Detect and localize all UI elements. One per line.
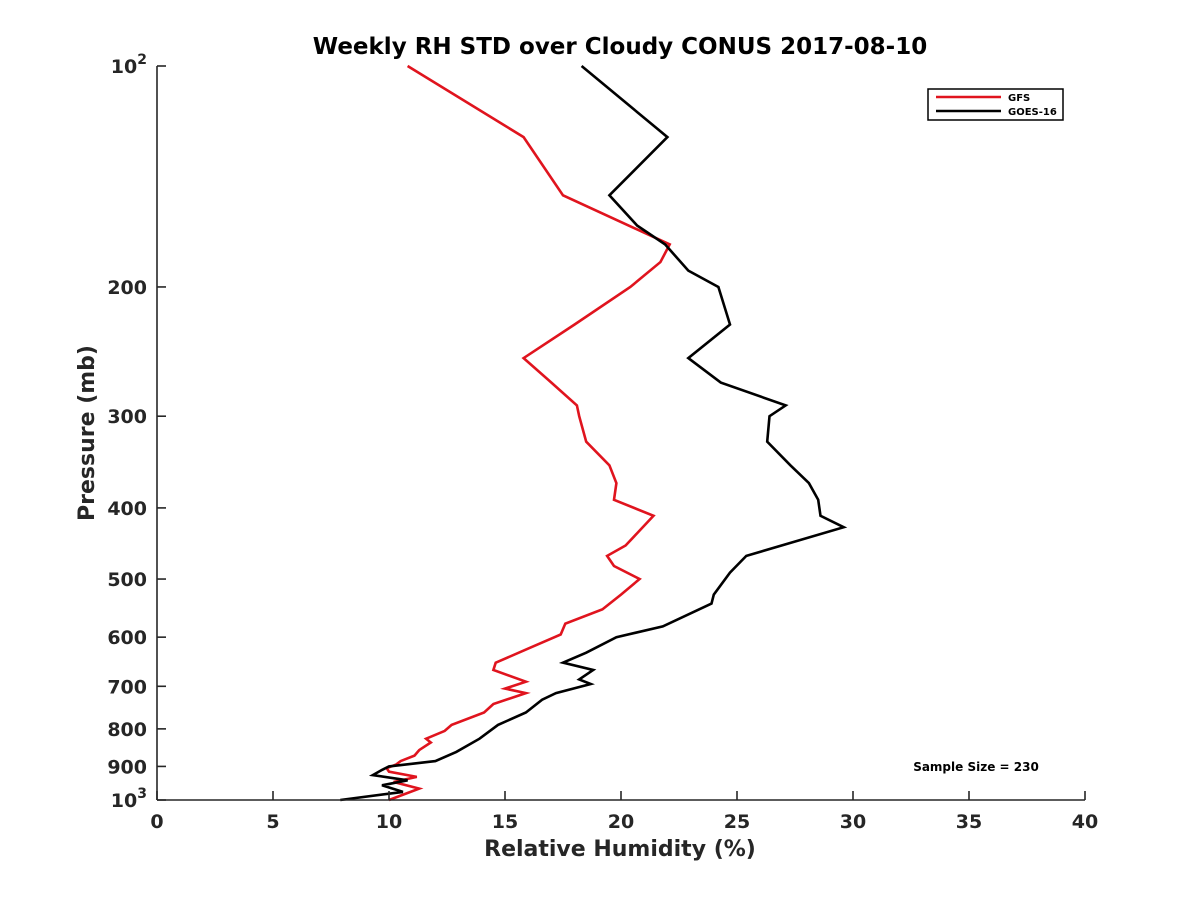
plot-background — [157, 66, 1085, 800]
plot-area — [157, 66, 1085, 800]
x-tick-label: 15 — [492, 811, 518, 833]
y-tick-label: 900 — [107, 756, 147, 778]
x-ticks: 0 5 10 15 20 25 30 35 40 — [150, 791, 1098, 833]
y-tick-label: 800 — [107, 719, 147, 741]
series-line-gfs — [384, 64, 672, 802]
y-tick-label: 500 — [107, 569, 147, 591]
x-tick-label: 10 — [376, 811, 402, 833]
x-tick-label: 30 — [840, 811, 866, 833]
x-tick-label: 5 — [266, 811, 279, 833]
chart-title: Weekly RH STD over Cloudy CONUS 2017-08-… — [313, 34, 927, 60]
sample-size-annotation: Sample Size = 230 — [913, 760, 1039, 774]
series-line-goes16 — [340, 64, 848, 802]
y-tick-label: 103 — [111, 786, 147, 812]
x-tick-label: 20 — [608, 811, 634, 833]
x-tick-label: 25 — [724, 811, 750, 833]
y-tick-label: 700 — [107, 676, 147, 698]
y-tick-label: 102 — [111, 52, 147, 78]
y-tick-label: 200 — [107, 277, 147, 299]
legend-label-gfs: GFS — [1008, 93, 1030, 104]
y-tick-label: 600 — [107, 627, 147, 649]
legend-box — [927, 88, 1064, 121]
x-axis-title: Relative Humidity (%) — [484, 837, 756, 862]
x-tick-label: 35 — [956, 811, 982, 833]
x-tick-label: 40 — [1072, 811, 1098, 833]
y-ticks: 102 200 300 400 500 600 700 800 900 103 — [107, 52, 166, 812]
x-tick-label: 0 — [150, 811, 163, 833]
y-tick-label: 300 — [107, 406, 147, 428]
series-layer — [340, 64, 848, 802]
y-tick-label: 400 — [107, 498, 147, 520]
y-axis-title: Pressure (mb) — [75, 345, 100, 521]
legend: GFS GOES-16 — [927, 88, 1064, 121]
legend-label-goes16: GOES-16 — [1008, 107, 1057, 118]
